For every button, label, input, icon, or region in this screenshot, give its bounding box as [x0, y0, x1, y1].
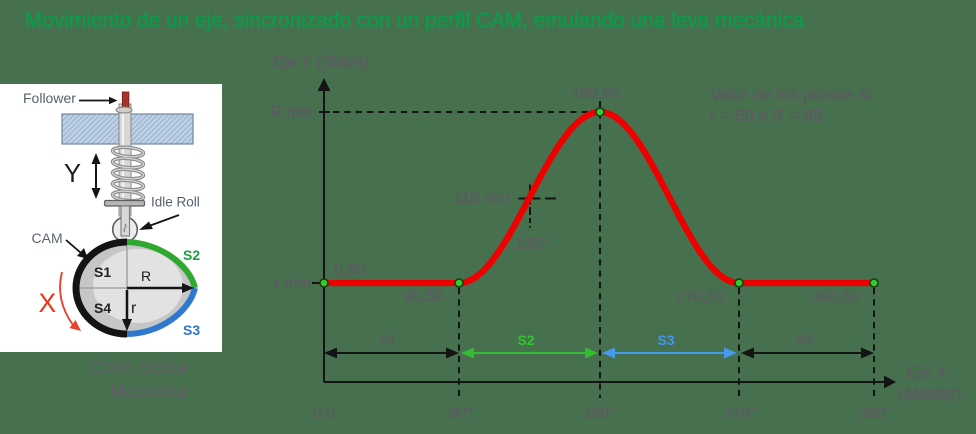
svg-text:S3: S3	[183, 322, 200, 338]
svg-text:S4: S4	[795, 331, 812, 347]
svg-text:115 mm: 115 mm	[453, 190, 510, 207]
svg-text:Follower: Follower	[23, 90, 76, 106]
svg-text:Valor de los puntos si: Valor de los puntos si	[710, 85, 871, 104]
svg-text:Y: Y	[64, 160, 81, 188]
svg-text:CAM: CAM	[32, 230, 63, 246]
svg-text:r: r	[131, 300, 137, 317]
svg-text:r = 50 y R = 85: r = 50 y R = 85	[710, 106, 822, 125]
svg-text:S2: S2	[183, 247, 200, 263]
svg-text:180°: 180°	[583, 405, 615, 422]
svg-text:Idle Roll: Idle Roll	[151, 195, 200, 210]
svg-text:Eje X: Eje X	[907, 363, 948, 382]
svg-text:R mm: R mm	[270, 104, 313, 121]
svg-text:0,50: 0,50	[334, 262, 365, 279]
svg-text:R: R	[141, 268, 151, 284]
svg-text:X: X	[39, 288, 57, 318]
svg-text:135°: 135°	[515, 236, 548, 253]
svg-text:Movimiento de un eje, sincroni: Movimiento de un eje, sincronizado con u…	[25, 9, 805, 32]
svg-text:S1: S1	[379, 331, 396, 347]
svg-text:90°: 90°	[449, 405, 472, 422]
svg-text:360,50: 360,50	[812, 289, 861, 306]
svg-text:Eje Y (Slave): Eje Y (Slave)	[273, 53, 369, 71]
svg-text:(Master): (Master)	[898, 384, 961, 403]
svg-text:S1: S1	[94, 264, 111, 280]
svg-text:S3: S3	[657, 332, 674, 348]
svg-text:270,50: 270,50	[676, 289, 725, 306]
svg-text:360°: 360°	[859, 405, 891, 422]
svg-text:270°: 270°	[724, 405, 756, 422]
svg-text:180,85: 180,85	[572, 85, 621, 102]
svg-text:0,0: 0,0	[313, 405, 335, 422]
svg-text:CAM cíclica: CAM cíclica	[92, 358, 188, 378]
svg-text:Mecánica: Mecánica	[110, 381, 188, 401]
svg-text:S4: S4	[94, 300, 111, 316]
svg-text:r mm: r mm	[275, 275, 311, 292]
svg-text:90,50: 90,50	[403, 288, 443, 305]
svg-text:S2: S2	[517, 332, 534, 348]
